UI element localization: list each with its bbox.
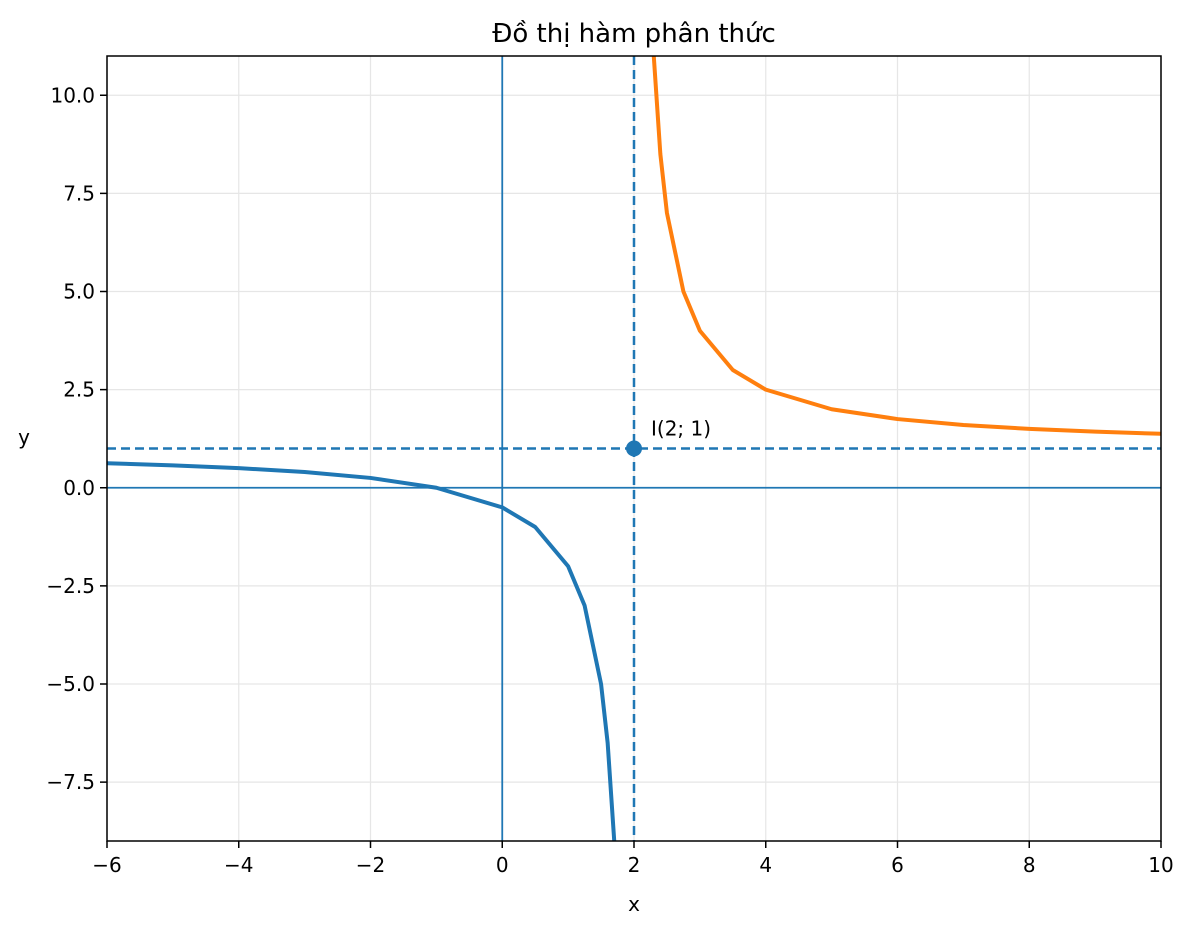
center-point-label: I(2; 1) xyxy=(651,417,711,441)
x-tick-label: 6 xyxy=(891,853,904,877)
x-tick-label: −2 xyxy=(356,853,385,877)
x-tick-label: 4 xyxy=(759,853,772,877)
y-axis-label: y xyxy=(18,425,30,449)
y-tick-label: −2.5 xyxy=(46,574,95,598)
x-tick-label: 10 xyxy=(1148,853,1173,877)
x-tick-label: −4 xyxy=(224,853,253,877)
x-tick-label: 2 xyxy=(628,853,641,877)
x-tick-label: 8 xyxy=(1023,853,1036,877)
series-layer xyxy=(107,56,1161,841)
series-line-1 xyxy=(107,461,617,841)
x-tick-label: −6 xyxy=(92,853,121,877)
y-tick-label: 2.5 xyxy=(63,378,95,402)
chart-title: Đồ thị hàm phân thức xyxy=(492,19,776,49)
y-tick-label: 0.0 xyxy=(63,476,95,500)
y-tick-label: 7.5 xyxy=(63,181,95,205)
point-layer: I(2; 1) xyxy=(626,417,711,457)
y-tick-label: 5.0 xyxy=(63,280,95,304)
x-tick-label: 0 xyxy=(496,853,509,877)
series-line-2 xyxy=(651,56,1161,436)
center-point-marker xyxy=(626,440,642,457)
y-tick-label: 10.0 xyxy=(50,83,95,107)
y-tick-label: −5.0 xyxy=(46,672,95,696)
y-tick-layer: −7.5 −5.0 −2.5 0.0 2.5 5.0 7.5 10.0 xyxy=(46,83,107,794)
x-axis-label: x xyxy=(628,892,640,916)
y-tick-label: −7.5 xyxy=(46,770,95,794)
x-tick-layer: −6 −4 −2 0 2 4 6 8 10 xyxy=(92,841,1174,877)
